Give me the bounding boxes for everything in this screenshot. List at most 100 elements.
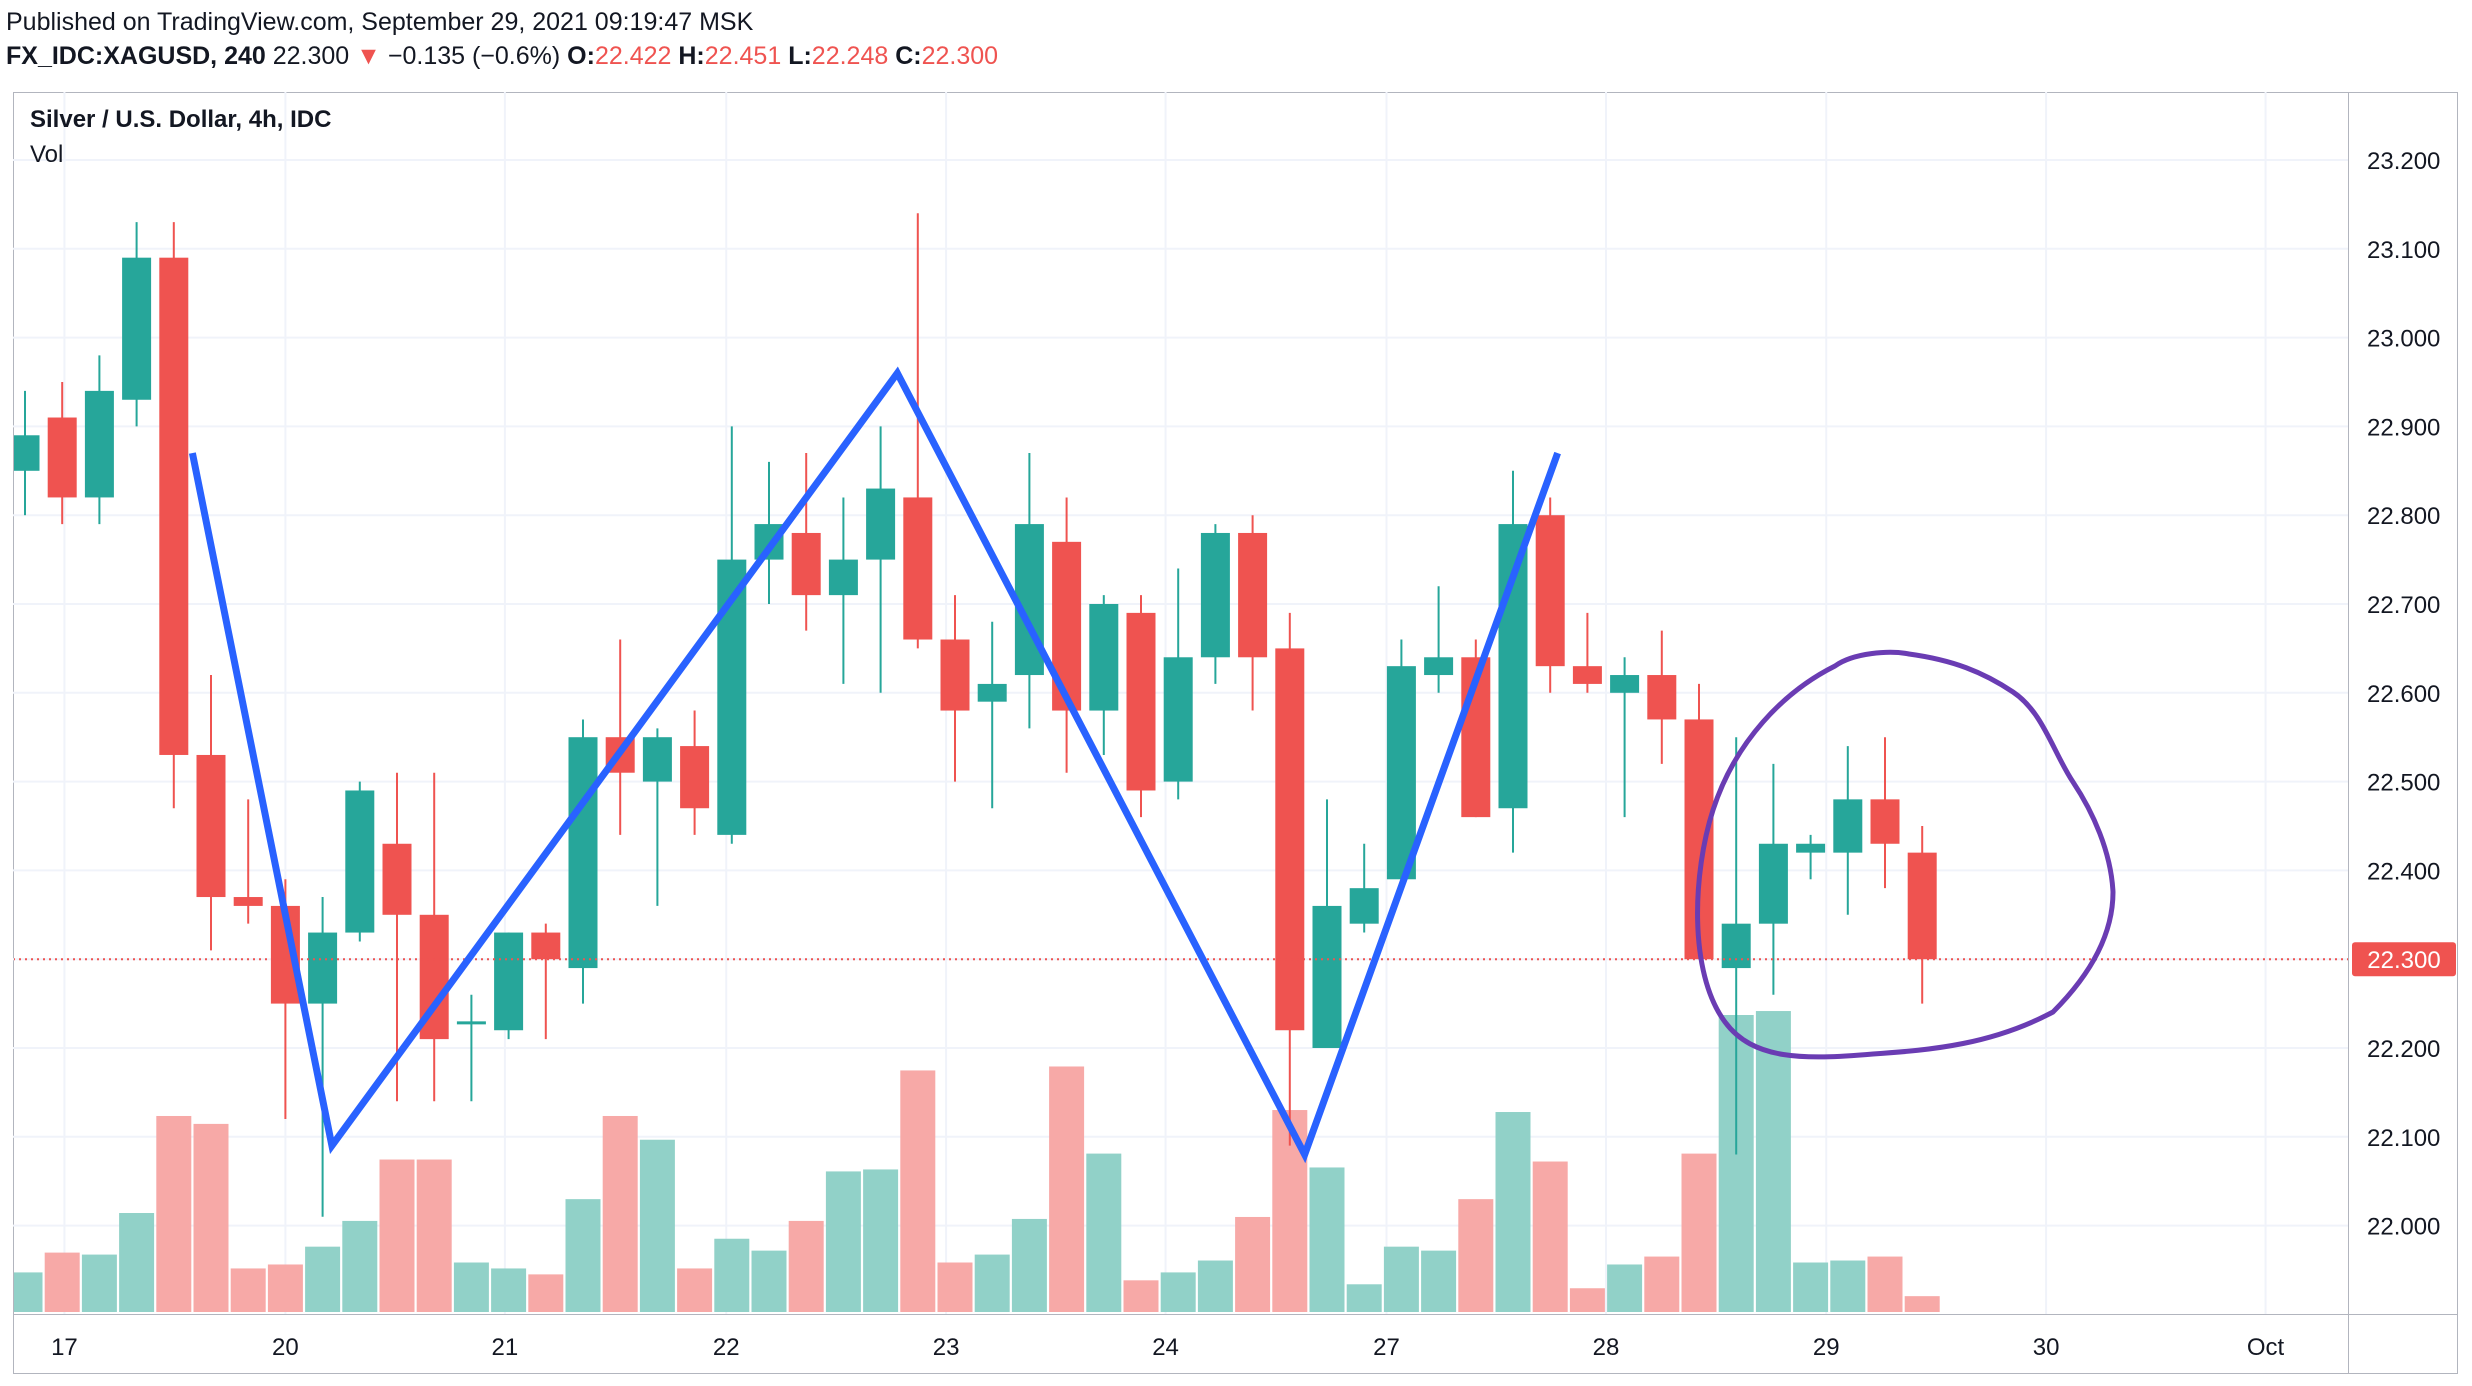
circle-annotation — [1695, 649, 2116, 1060]
volume-bar — [714, 1238, 750, 1312]
candle-down — [903, 497, 933, 640]
candle-down — [680, 746, 710, 809]
candle-up — [1758, 843, 1788, 924]
price-tick-label: 22.000 — [2367, 1214, 2440, 1241]
last-price: 22.300 — [272, 42, 350, 70]
published-info: Published on TradingView.com, September … — [6, 8, 754, 36]
volume-bar — [342, 1220, 378, 1312]
volume-bar — [751, 1250, 787, 1312]
time-tick-label: 30 — [2033, 1334, 2060, 1361]
volume-bar — [491, 1268, 527, 1312]
price-tick-label: 22.400 — [2367, 858, 2440, 885]
candle-up — [1312, 905, 1342, 1048]
volume-bar — [1235, 1216, 1271, 1312]
zigzag-trend-line — [188, 366, 1561, 1164]
candle-up — [494, 932, 524, 1031]
volume-bar — [1011, 1218, 1047, 1312]
volume-bar — [1458, 1199, 1494, 1312]
volume-bar — [937, 1262, 973, 1312]
volume-bar — [1309, 1167, 1345, 1312]
high-value: 22.451 — [704, 42, 782, 70]
candle-down — [196, 754, 226, 898]
volume-bar — [974, 1254, 1010, 1312]
volume-bar — [1904, 1296, 1940, 1312]
candle-up — [14, 435, 40, 471]
candle-up — [1424, 657, 1454, 676]
volume-bar — [156, 1115, 192, 1312]
candle-up — [717, 559, 747, 835]
price-tick-label: 22.200 — [2367, 1036, 2440, 1063]
volume-bar — [379, 1159, 415, 1312]
candle-up — [1349, 888, 1379, 924]
candle-down — [233, 897, 263, 906]
volume-bar — [453, 1262, 489, 1312]
volume-bar — [119, 1213, 155, 1312]
volume-bar — [863, 1169, 899, 1312]
open-label: O: — [567, 42, 595, 70]
time-tick-label: 28 — [1593, 1334, 1620, 1361]
candle-down — [1238, 532, 1268, 658]
volume-bar — [1569, 1288, 1605, 1312]
last-price-badge-label: 22.300 — [2367, 947, 2440, 974]
last-price-badge — [2352, 942, 2456, 977]
candle-up — [1163, 657, 1193, 782]
high-label: H: — [678, 42, 705, 70]
volume-bar — [528, 1274, 564, 1312]
price-tick-label: 22.900 — [2367, 414, 2440, 441]
price-tick-label: 22.700 — [2367, 592, 2440, 619]
time-tick-label: 29 — [1813, 1334, 1840, 1361]
candle-up — [1610, 675, 1640, 693]
volume-bar — [1049, 1066, 1085, 1312]
time-tick-label: 27 — [1373, 1334, 1400, 1361]
time-tick-label: 24 — [1152, 1334, 1179, 1361]
candle-up — [866, 488, 896, 560]
price-tick-label: 23.200 — [2367, 148, 2440, 175]
symbol-name: FX_IDC:XAGUSD, 240 — [6, 42, 266, 70]
volume-bar — [788, 1220, 824, 1312]
candle-down — [1647, 675, 1677, 720]
candle-down — [1126, 612, 1156, 791]
candle-down — [531, 932, 561, 960]
volume-bar — [1793, 1262, 1829, 1312]
volume-bar — [1160, 1272, 1196, 1312]
volume-bar — [1532, 1161, 1568, 1312]
down-arrow-icon: ▼ — [356, 42, 381, 70]
volume-bar — [230, 1268, 266, 1312]
open-value: 22.422 — [594, 42, 672, 70]
volume-bar — [1495, 1112, 1531, 1312]
volume-bar — [193, 1123, 229, 1312]
price-tick-label: 22.500 — [2367, 770, 2440, 797]
volume-bar — [565, 1199, 601, 1312]
low-value: 22.248 — [811, 42, 889, 70]
candle-down — [1870, 799, 1900, 844]
time-tick-label: 17 — [51, 1334, 78, 1361]
close-value: 22.300 — [921, 42, 999, 70]
candle-down — [159, 257, 189, 755]
volume-bar — [1830, 1260, 1866, 1312]
candle-up — [568, 737, 598, 969]
candle-down — [382, 843, 412, 915]
time-tick-label: 23 — [933, 1334, 960, 1361]
volume-bar — [1086, 1153, 1122, 1312]
candle-down — [1907, 852, 1937, 960]
volume-bar — [1755, 1011, 1791, 1312]
time-tick-label: 22 — [713, 1334, 740, 1361]
volume-bar — [1383, 1246, 1419, 1312]
volume-bar — [305, 1246, 341, 1312]
volume-bar — [900, 1070, 936, 1312]
price-tick-label: 23.000 — [2367, 326, 2440, 353]
candle-up — [345, 790, 375, 933]
candle-down — [940, 639, 970, 711]
volume-bar — [44, 1252, 80, 1312]
close-label: C: — [895, 42, 922, 70]
price-tick-label: 23.100 — [2367, 237, 2440, 264]
candle-down — [1572, 666, 1602, 684]
candle-up — [1386, 666, 1416, 880]
candle-down — [1275, 648, 1305, 1031]
chart-frame[interactable]: 22.000 22.100 22.200 22.300 22.400 22.500 22.6… — [13, 92, 2458, 1374]
low-label: L: — [788, 42, 812, 70]
price-chart[interactable]: 22.000 22.100 22.200 22.300 22.400 22.500 22.6… — [13, 92, 2458, 1374]
volume-bar — [267, 1264, 303, 1312]
candle-up — [977, 683, 1007, 702]
candle-up — [1089, 604, 1119, 711]
